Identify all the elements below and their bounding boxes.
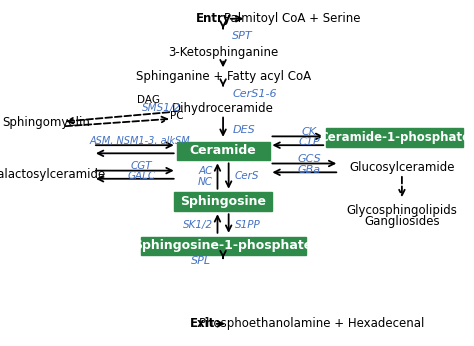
Text: Sphingosine: Sphingosine xyxy=(180,195,266,208)
Text: Dihydroceramide: Dihydroceramide xyxy=(172,102,274,115)
Text: ASM, NSM1-3, alkSM: ASM, NSM1-3, alkSM xyxy=(89,136,190,146)
FancyBboxPatch shape xyxy=(174,192,272,211)
Text: SPL: SPL xyxy=(191,256,211,266)
FancyBboxPatch shape xyxy=(141,237,306,255)
Text: CerS1-6: CerS1-6 xyxy=(232,89,277,99)
Text: C1P: C1P xyxy=(298,137,320,147)
Text: Glucosylceramide: Glucosylceramide xyxy=(349,162,455,174)
Text: Sphingosine-1-phosphate: Sphingosine-1-phosphate xyxy=(134,239,313,252)
Text: Ceramide-1-phosphate: Ceramide-1-phosphate xyxy=(319,131,471,144)
FancyBboxPatch shape xyxy=(327,128,464,147)
Text: Gangliosides: Gangliosides xyxy=(364,215,440,228)
Text: DES: DES xyxy=(232,125,255,135)
Text: GALC: GALC xyxy=(128,171,156,181)
Text: CK: CK xyxy=(301,127,317,137)
FancyBboxPatch shape xyxy=(177,142,270,160)
Text: GBa: GBa xyxy=(298,165,320,175)
Text: 3-Ketosphinganine: 3-Ketosphinganine xyxy=(168,46,278,59)
Text: SMS1/2: SMS1/2 xyxy=(142,103,181,113)
Text: Phosphoethanolamine + Hexadecenal: Phosphoethanolamine + Hexadecenal xyxy=(199,317,424,330)
Text: Entry: Entry xyxy=(196,12,231,25)
Text: S1PP: S1PP xyxy=(235,220,260,229)
Text: Sphinganine + Fatty acyl CoA: Sphinganine + Fatty acyl CoA xyxy=(136,70,310,83)
Text: CerS: CerS xyxy=(235,171,259,181)
Text: Glycosphingolipids: Glycosphingolipids xyxy=(346,204,457,217)
Text: Ceramide: Ceramide xyxy=(190,145,256,157)
Text: Galactosylceramide: Galactosylceramide xyxy=(0,168,105,181)
Text: GCS: GCS xyxy=(297,154,321,164)
Text: DAG: DAG xyxy=(137,95,160,105)
Text: Palmitoyl CoA + Serine: Palmitoyl CoA + Serine xyxy=(225,12,361,25)
Text: Exit: Exit xyxy=(190,317,215,330)
Text: Sphingomyelin: Sphingomyelin xyxy=(3,117,91,129)
Text: SPT: SPT xyxy=(232,31,253,42)
Text: CGT: CGT xyxy=(131,161,153,171)
Text: SK1/2: SK1/2 xyxy=(182,220,213,229)
Text: AC
NC: AC NC xyxy=(198,166,213,187)
Text: PC: PC xyxy=(170,111,183,121)
